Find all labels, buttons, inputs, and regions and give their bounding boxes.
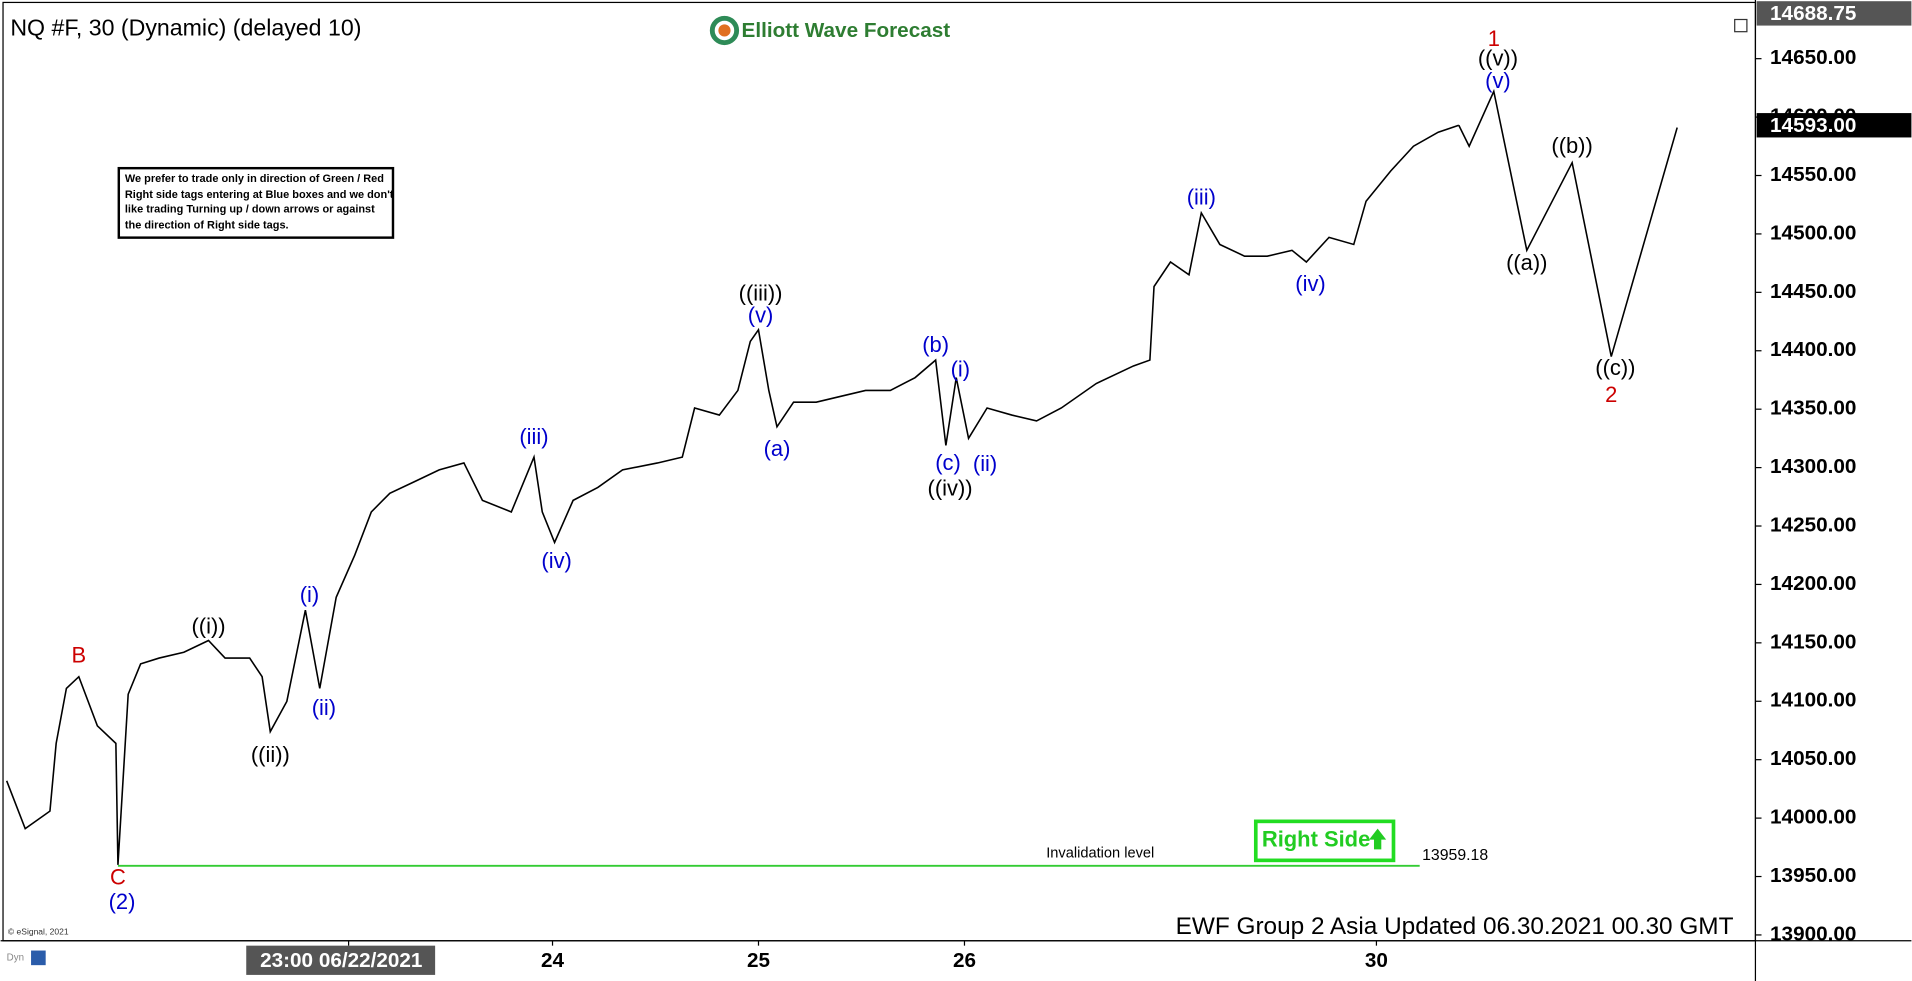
wave-label: (iii) [1187,185,1216,210]
y-tick-label: 14150.00 [1770,630,1856,653]
x-tick-label: 24 [541,949,565,972]
note-frame [117,166,395,239]
wave-label: B [71,643,86,668]
y-tick-label: 14300.00 [1770,455,1856,478]
brand-logo: Elliott Wave Forecast [709,15,951,46]
wave-label: ((b)) [1551,133,1592,158]
window-icon [1734,18,1748,33]
y-tick-label: 14100.00 [1770,689,1856,712]
y-tick-label: 14200.00 [1770,572,1856,595]
y-tick-label: 14600.00 [1770,105,1856,128]
y-tick-label: 14450.00 [1770,280,1856,303]
invalidation-value: 13959.18 [1422,847,1488,864]
note-line: We prefer to trade only in direction of … [125,173,384,185]
price-tag-label: 14688.75 [1770,2,1856,25]
wave-label: (v) [1485,68,1511,93]
corner-label: Dyn [7,952,24,963]
logo-core [718,24,731,37]
y-tick-label: 14550.00 [1770,163,1856,186]
y-tick-label: 14350.00 [1770,397,1856,420]
wave-label: (2) [109,889,136,914]
wave-label: (v) [748,303,774,328]
right-side-tag: Right Side [1253,819,1396,863]
grid-layer [347,58,1762,946]
price-tag-label: 14593.00 [1770,114,1856,137]
invalidation-label: Invalidation level [1046,845,1154,861]
wave-label: ((iii)) [739,280,783,305]
wave-label: (c) [935,450,961,475]
y-tick-label: 14650.00 [1770,46,1856,69]
y-tick-label: 14400.00 [1770,338,1856,361]
price-line [5,124,1460,865]
wave-label: 2 [1605,382,1617,407]
wave-label: ((v)) [1478,46,1518,71]
x-tick-label: 23:00 06/22/2021 [260,949,422,972]
y-tick-label: 14050.00 [1770,747,1856,770]
logo-ring [709,15,740,46]
wave-label: ((i)) [192,613,226,638]
wave-label: (ii) [973,451,997,476]
right-side-text: Right Side [1262,827,1370,852]
wave-label: (i) [951,356,970,381]
chart-title: NQ #F, 30 (Dynamic) (delayed 10) [10,14,361,40]
wave-label: (b) [922,332,949,357]
right-side-frame [1253,819,1396,863]
x-tick-label: 25 [747,949,770,972]
wave-label: (i) [300,582,319,607]
price-tag [1756,1,1912,26]
wave-label: 1 [1488,26,1500,51]
wave-label: (iv) [1295,271,1325,296]
wave-label: (a) [764,436,791,461]
x-tick-label: 30 [1365,949,1388,972]
brand-name: Elliott Wave Forecast [742,19,951,42]
x-tick-highlight [246,945,436,975]
data-layer [5,1,1912,867]
note-line: like trading Turning up / down arrows or… [125,203,375,215]
wave-label: ((a)) [1506,250,1547,275]
y-tick-label: 14000.00 [1770,806,1856,829]
wave-label: (iv) [541,548,571,573]
note-box: We prefer to trade only in direction of … [117,166,395,239]
x-tick-label: 26 [953,949,976,972]
wave-label: (ii) [312,695,336,720]
wave-label: ((ii)) [251,742,290,767]
text-layer: 13900.00 13950.00 14000.00 14050.00 14100.00… [71,2,1856,975]
copyright: © eSignal, 2021 [8,927,69,937]
y-tick-label: 14250.00 [1770,513,1856,536]
corner-icon [31,950,46,966]
y-tick-label: 14500.00 [1770,221,1856,244]
wave-label: ((iv)) [928,476,973,501]
wave-label: ((c)) [1595,355,1635,380]
footer-text: EWF Group 2 Asia Updated 06.30.2021 00.3… [1176,913,1734,940]
note-line: the direction of Right side tags. [125,219,289,231]
up-arrow-icon [1369,828,1387,850]
wave-label: C [110,865,126,890]
projection-line [1458,88,1678,357]
y-tick-label: 13950.00 [1770,864,1856,887]
note-line: Right side tags entering at Blue boxes a… [125,189,394,201]
y-tick-label: 13900.00 [1770,922,1856,945]
price-tag [1756,113,1912,138]
wave-label: (iii) [519,424,548,449]
